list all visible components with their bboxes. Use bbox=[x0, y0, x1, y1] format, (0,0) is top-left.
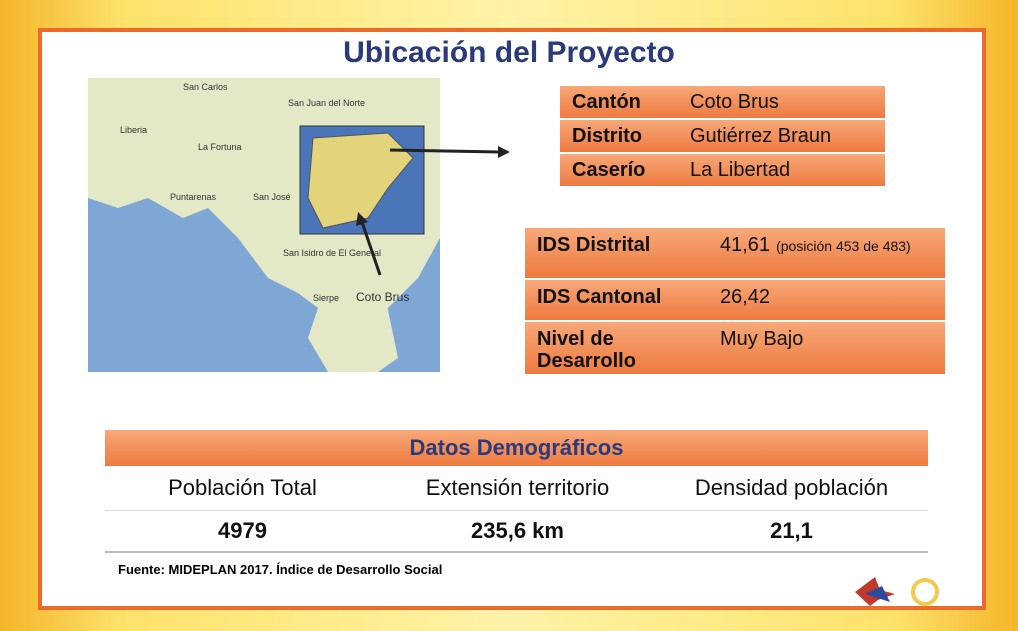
demographics-header: Extensión territorio bbox=[380, 468, 655, 508]
demographics-rule bbox=[105, 510, 928, 511]
demographics-value: 4979 bbox=[105, 512, 380, 550]
ids-key: Nivel de Desarrollo bbox=[525, 322, 710, 374]
demographics-value: 235,6 km bbox=[380, 512, 655, 550]
source: Fuente: MIDEPLAN 2017. Índice de Desarro… bbox=[118, 562, 442, 577]
logo-mark bbox=[913, 580, 937, 604]
location-key: Cantón bbox=[560, 86, 680, 118]
map-label: San Juan del Norte bbox=[288, 98, 365, 108]
ids-value: 26,42 bbox=[720, 286, 770, 308]
logo bbox=[850, 572, 980, 608]
map-label: Sierpe bbox=[313, 293, 339, 303]
location-key: Caserío bbox=[560, 154, 680, 186]
map-label: La Fortuna bbox=[198, 142, 242, 152]
location-value: Coto Brus bbox=[680, 86, 885, 118]
map-label: Liberia bbox=[120, 125, 147, 135]
map-label: Coto Brus bbox=[356, 290, 409, 304]
map-label: San José bbox=[253, 192, 291, 202]
demographics-value: 21,1 bbox=[655, 512, 928, 550]
location-key: Distrito bbox=[560, 120, 680, 152]
slide: Ubicación del Proyecto San Carlos San Jua… bbox=[0, 0, 1018, 631]
ids-value: 41,61 (posición 453 de 483) bbox=[710, 228, 945, 278]
demographics-title: Datos Demográficos bbox=[105, 430, 928, 466]
location-value: La Libertad bbox=[680, 154, 885, 186]
ids-key: IDS Distrital bbox=[525, 228, 710, 278]
map: San Carlos San Juan del Norte Liberia La Fo… bbox=[88, 78, 440, 372]
demographics-header: Población Total bbox=[105, 468, 380, 508]
map-label: Puntarenas bbox=[170, 192, 217, 202]
ids-value: 41,61 bbox=[720, 234, 770, 256]
demographics-rule bbox=[105, 551, 928, 553]
location-value: Gutiérrez Braun bbox=[680, 120, 885, 152]
map-label: San Carlos bbox=[183, 82, 228, 92]
ids-value: Muy Bajo bbox=[720, 328, 803, 350]
ids-value: 26,42 bbox=[710, 280, 945, 320]
ids-key: IDS Cantonal bbox=[525, 280, 710, 320]
ids-value: Muy Bajo bbox=[710, 322, 945, 374]
demographics-header: Densidad población bbox=[655, 468, 928, 508]
ids-note: (posición 453 de 483) bbox=[776, 238, 911, 254]
map-label: San Isidro de El General bbox=[283, 248, 381, 258]
title: Ubicación del Proyecto bbox=[0, 36, 1018, 70]
